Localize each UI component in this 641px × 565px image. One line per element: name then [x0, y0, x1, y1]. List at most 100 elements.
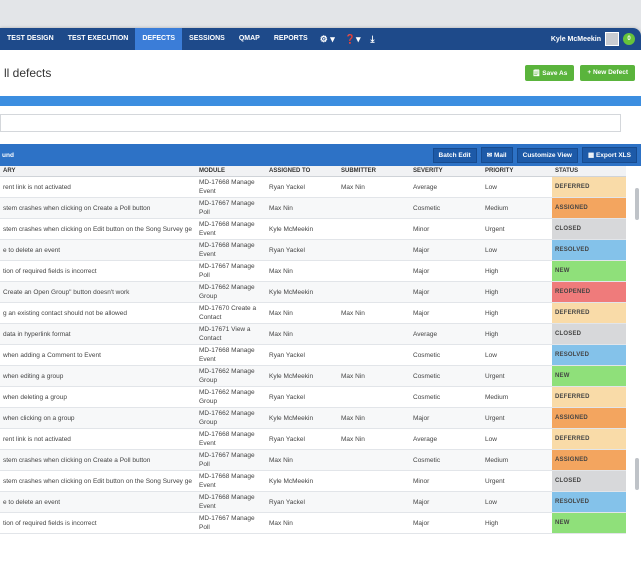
cell-priority: Medium	[482, 386, 552, 408]
cell-assigned-to: Kyle McMeekin	[266, 470, 338, 492]
nav-test-design[interactable]: TEST DESIGN	[7, 35, 54, 42]
cell-summary: rent link is not activated	[0, 428, 196, 450]
avatar[interactable]	[605, 32, 619, 46]
cell-module: MD-17662 Manage Group	[196, 386, 266, 408]
cell-module: MD-17667 Manage Poll	[196, 449, 266, 471]
table-row[interactable]: when deleting a group MD-17662 Manage Gro…	[0, 386, 626, 408]
scrollbar-thumb-lower[interactable]	[635, 458, 639, 490]
table-row[interactable]: stem crashes when clicking on Create a P…	[0, 449, 626, 471]
table-row[interactable]: rent link is not activated MD-17668 Manag…	[0, 428, 626, 450]
cell-submitter: Max Nin	[338, 407, 410, 429]
table-row[interactable]: g an existing contact should not be allo…	[0, 302, 626, 324]
app-window: TEST DESIGN TEST EXECUTION DEFECTS SESSI…	[0, 28, 641, 565]
help-icon[interactable]: ❓▾	[344, 33, 361, 44]
table-row[interactable]: stem crashes when clicking on Edit butto…	[0, 470, 626, 492]
table-header-row: ARY MODULE ASSIGNED TO SUBMITTER SEVERIT…	[0, 166, 626, 177]
batch-edit-button[interactable]: Batch Edit	[432, 147, 477, 163]
notification-icon[interactable]: 0	[623, 33, 635, 45]
cell-summary: when editing a group	[0, 365, 196, 387]
cell-assigned-to: Kyle McMeekin	[266, 218, 338, 240]
cell-submitter: Max Nin	[338, 302, 410, 324]
cell-priority: Low	[482, 491, 552, 513]
cell-summary: stem crashes when clicking on Edit butto…	[0, 470, 196, 492]
cell-status: CLOSED	[552, 323, 626, 345]
customize-view-button[interactable]: Customize View	[516, 147, 578, 163]
page-title: ll defects	[4, 66, 52, 80]
cell-priority: Urgent	[482, 365, 552, 387]
gear-icon[interactable]: ⚙ ▾	[319, 33, 335, 44]
col-status[interactable]: STATUS	[552, 166, 626, 177]
cell-priority: Medium	[482, 197, 552, 219]
cell-submitter	[338, 491, 410, 513]
cell-summary: stem crashes when clicking on Create a P…	[0, 449, 196, 471]
cell-summary: data in hyperlink format	[0, 323, 196, 345]
cell-submitter	[338, 260, 410, 282]
col-summary[interactable]: ARY	[0, 166, 196, 177]
nav-defects[interactable]: DEFECTS	[135, 28, 183, 50]
cell-priority: Low	[482, 239, 552, 261]
scrollbar-thumb[interactable]	[635, 188, 639, 220]
table-row[interactable]: tion of required fields is incorrect MD-1…	[0, 260, 626, 282]
new-defect-button[interactable]: + New Defect	[580, 65, 635, 81]
cell-assigned-to: Max Nin	[266, 302, 338, 324]
nav-test-execution[interactable]: TEST EXECUTION	[67, 35, 129, 42]
cell-module: MD-17668 Manage Event	[196, 491, 266, 513]
cell-module: MD-17662 Manage Group	[196, 365, 266, 387]
cell-assigned-to: Kyle McMeekin	[266, 407, 338, 429]
cell-assigned-to: Ryan Yackel	[266, 491, 338, 513]
cell-summary: g an existing contact should not be allo…	[0, 302, 196, 324]
col-submitter[interactable]: SUBMITTER	[338, 166, 410, 177]
cell-module: MD-17668 Manage Event	[196, 428, 266, 450]
table-row[interactable]: stem crashes when clicking on Create a P…	[0, 197, 626, 219]
table-row[interactable]: when adding a Comment to Event MD-17668 M…	[0, 344, 626, 366]
cell-summary: tion of required fields is incorrect	[0, 512, 196, 534]
cell-submitter	[338, 512, 410, 534]
col-priority[interactable]: PRIORITY	[482, 166, 552, 177]
cell-assigned-to: Kyle McMeekin	[266, 365, 338, 387]
table-row[interactable]: e to delete an event MD-17668 Manage Even…	[0, 491, 626, 513]
table-row[interactable]: tion of required fields is incorrect MD-1…	[0, 512, 626, 534]
defects-table: ARY MODULE ASSIGNED TO SUBMITTER SEVERIT…	[0, 166, 626, 534]
cell-assigned-to: Kyle McMeekin	[266, 281, 338, 303]
cell-module: MD-17668 Manage Event	[196, 176, 266, 198]
table-row[interactable]: data in hyperlink format MD-17671 View a …	[0, 323, 626, 345]
table-row[interactable]: rent link is not activated MD-17668 Manag…	[0, 176, 626, 198]
cell-severity: Minor	[410, 218, 482, 240]
cell-status: NEW	[552, 365, 626, 387]
cell-priority: Medium	[482, 449, 552, 471]
cell-submitter	[338, 344, 410, 366]
cell-submitter: Max Nin	[338, 428, 410, 450]
nav-reports[interactable]: REPORTS	[273, 35, 308, 42]
nav-sessions[interactable]: SESSIONS	[189, 35, 225, 42]
col-module[interactable]: MODULE	[196, 166, 266, 177]
table-row[interactable]: Create an Open Group" button doesn't wor…	[0, 281, 626, 303]
table-row[interactable]: when editing a group MD-17662 Manage Grou…	[0, 365, 626, 387]
user-name[interactable]: Kyle McMeekin	[550, 35, 601, 43]
cell-summary: tion of required fields is incorrect	[0, 260, 196, 282]
mail-button[interactable]: ✉ Mail	[480, 147, 513, 163]
cell-module: MD-17671 View a Contact	[196, 323, 266, 345]
col-severity[interactable]: SEVERITY	[410, 166, 482, 177]
cell-summary: stem crashes when clicking on Edit butto…	[0, 218, 196, 240]
cell-submitter	[338, 449, 410, 471]
table-row[interactable]: e to delete an event MD-17668 Manage Even…	[0, 239, 626, 261]
cell-severity: Cosmetic	[410, 386, 482, 408]
search-input[interactable]	[0, 114, 621, 132]
top-nav: TEST DESIGN TEST EXECUTION DEFECTS SESSI…	[0, 28, 641, 50]
col-assigned-to[interactable]: ASSIGNED TO	[266, 166, 338, 177]
table-row[interactable]: stem crashes when clicking on Edit butto…	[0, 218, 626, 240]
cell-priority: Low	[482, 176, 552, 198]
table-row[interactable]: when clicking on a group MD-17662 Manage …	[0, 407, 626, 429]
download-icon[interactable]: ⤓	[370, 33, 375, 44]
cell-severity: Major	[410, 239, 482, 261]
cell-assigned-to: Max Nin	[266, 323, 338, 345]
nav-qmap[interactable]: QMAP	[238, 35, 260, 42]
export-xls-button[interactable]: ▦ Export XLS	[582, 147, 637, 163]
cell-module: MD-17670 Create a Contact	[196, 302, 266, 324]
cell-status: RESOLVED	[552, 344, 626, 366]
cell-status: NEW	[552, 260, 626, 282]
cell-status: NEW	[552, 512, 626, 534]
cell-severity: Average	[410, 428, 482, 450]
save-as-button[interactable]: 🗒 Save As	[525, 65, 575, 81]
cell-submitter	[338, 239, 410, 261]
